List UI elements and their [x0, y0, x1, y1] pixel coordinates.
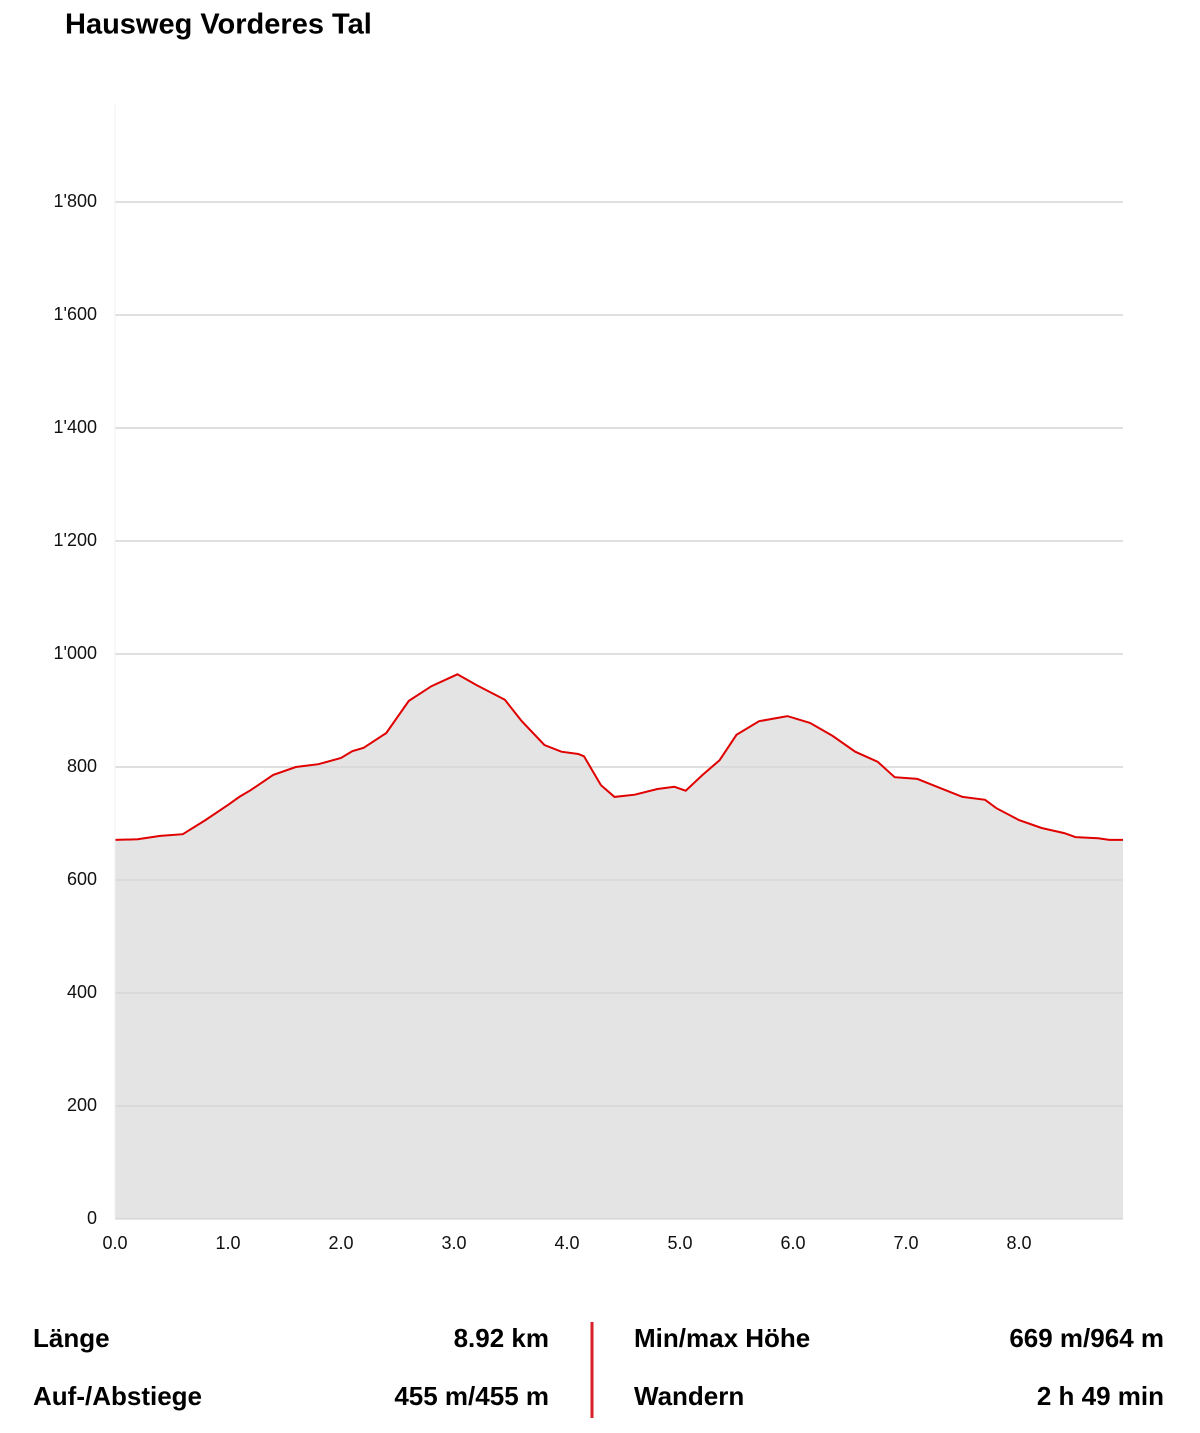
- stat-label: Länge: [33, 1323, 110, 1353]
- stat-label: Auf-/Abstiege: [33, 1381, 202, 1411]
- y-tick-label: 800: [67, 756, 97, 776]
- elevation-line: [114, 673, 1123, 841]
- y-tick-label: 200: [67, 1095, 97, 1115]
- y-tick-label: 1'200: [54, 530, 97, 550]
- y-tick-label: 1'000: [54, 643, 97, 663]
- stat-value: 455 m/455 m: [394, 1381, 549, 1411]
- x-tick-label: 6.0: [781, 1233, 806, 1253]
- x-tick-label: 4.0: [555, 1233, 580, 1253]
- stat-value: 2 h 49 min: [1037, 1381, 1164, 1411]
- stat-value: 669 m/964 m: [1009, 1323, 1164, 1353]
- x-tick-label: 2.0: [328, 1233, 353, 1253]
- y-tick-label: 0: [87, 1208, 97, 1228]
- x-tick-label: 8.0: [1007, 1233, 1032, 1253]
- chart-title: Hausweg Vorderes Tal: [65, 9, 372, 41]
- x-tick-label: 7.0: [894, 1233, 919, 1253]
- y-tick-label: 1'800: [54, 191, 97, 211]
- stat-label: Wandern: [634, 1381, 744, 1411]
- x-tick-label: 0.0: [102, 1233, 127, 1253]
- x-tick-label: 1.0: [215, 1233, 240, 1253]
- x-tick-label: 3.0: [441, 1233, 466, 1253]
- y-tick-label: 400: [67, 982, 97, 1002]
- area-fill: [115, 674, 1123, 1219]
- stat-label: Min/max Höhe: [634, 1323, 810, 1353]
- x-tick-label: 5.0: [668, 1233, 693, 1253]
- stat-value: 8.92 km: [454, 1323, 549, 1353]
- y-tick-label: 600: [67, 869, 97, 889]
- y-tick-label: 1'600: [54, 304, 97, 324]
- y-tick-label: 1'400: [54, 417, 97, 437]
